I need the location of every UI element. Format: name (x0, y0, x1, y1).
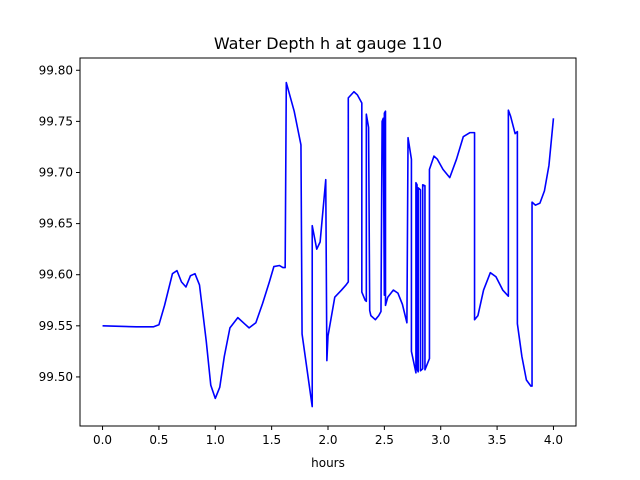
y-tick-label: 99.70 (39, 165, 73, 179)
x-axis: 0.0 0.5 1.0 1.5 2.0 2.5 3.0 3.5 4.0 (93, 426, 563, 447)
x-tick-label: 4.0 (544, 433, 563, 447)
x-axis-label: hours (311, 456, 345, 470)
series-line-0 (102, 81, 555, 408)
x-tick-label: 2.5 (375, 433, 394, 447)
x-tick-label: 1.5 (262, 433, 281, 447)
y-tick-label: 99.55 (39, 319, 73, 333)
x-tick-label: 3.0 (431, 433, 450, 447)
plot-area (102, 81, 555, 408)
x-tick-label: 0.0 (93, 433, 112, 447)
axes-frame (79, 57, 577, 427)
x-tick-label: 0.5 (149, 433, 168, 447)
x-tick-label: 1.0 (206, 433, 225, 447)
y-tick-label: 99.50 (39, 370, 73, 384)
y-tick-label: 99.60 (39, 268, 73, 282)
y-tick-label: 99.65 (39, 217, 73, 231)
x-tick-label: 2.0 (318, 433, 337, 447)
x-tick-label: 3.5 (488, 433, 507, 447)
y-tick-label: 99.80 (39, 63, 73, 77)
y-axis: 99.50 99.55 99.60 99.65 99.70 99.75 99.80 (39, 63, 80, 384)
chart-title: Water Depth h at gauge 110 (214, 34, 442, 53)
y-tick-label: 99.75 (39, 114, 73, 128)
